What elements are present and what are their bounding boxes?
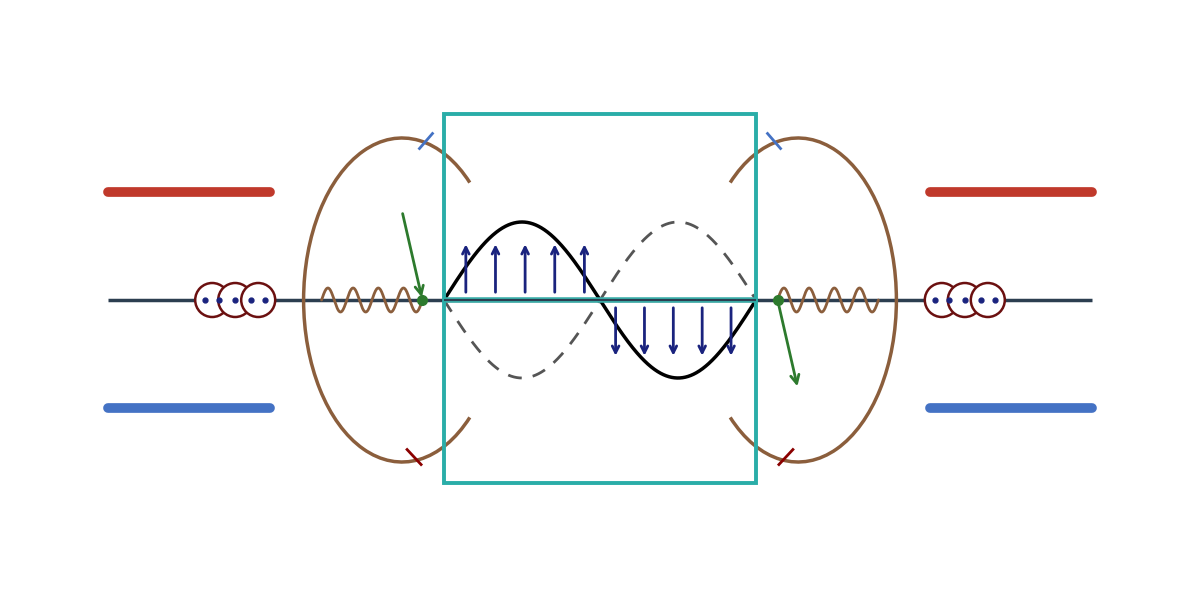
Circle shape xyxy=(925,283,959,317)
Bar xyxy=(444,114,756,483)
Circle shape xyxy=(971,283,1004,317)
Circle shape xyxy=(218,283,252,317)
Circle shape xyxy=(241,283,275,317)
Circle shape xyxy=(196,283,229,317)
Circle shape xyxy=(948,283,982,317)
